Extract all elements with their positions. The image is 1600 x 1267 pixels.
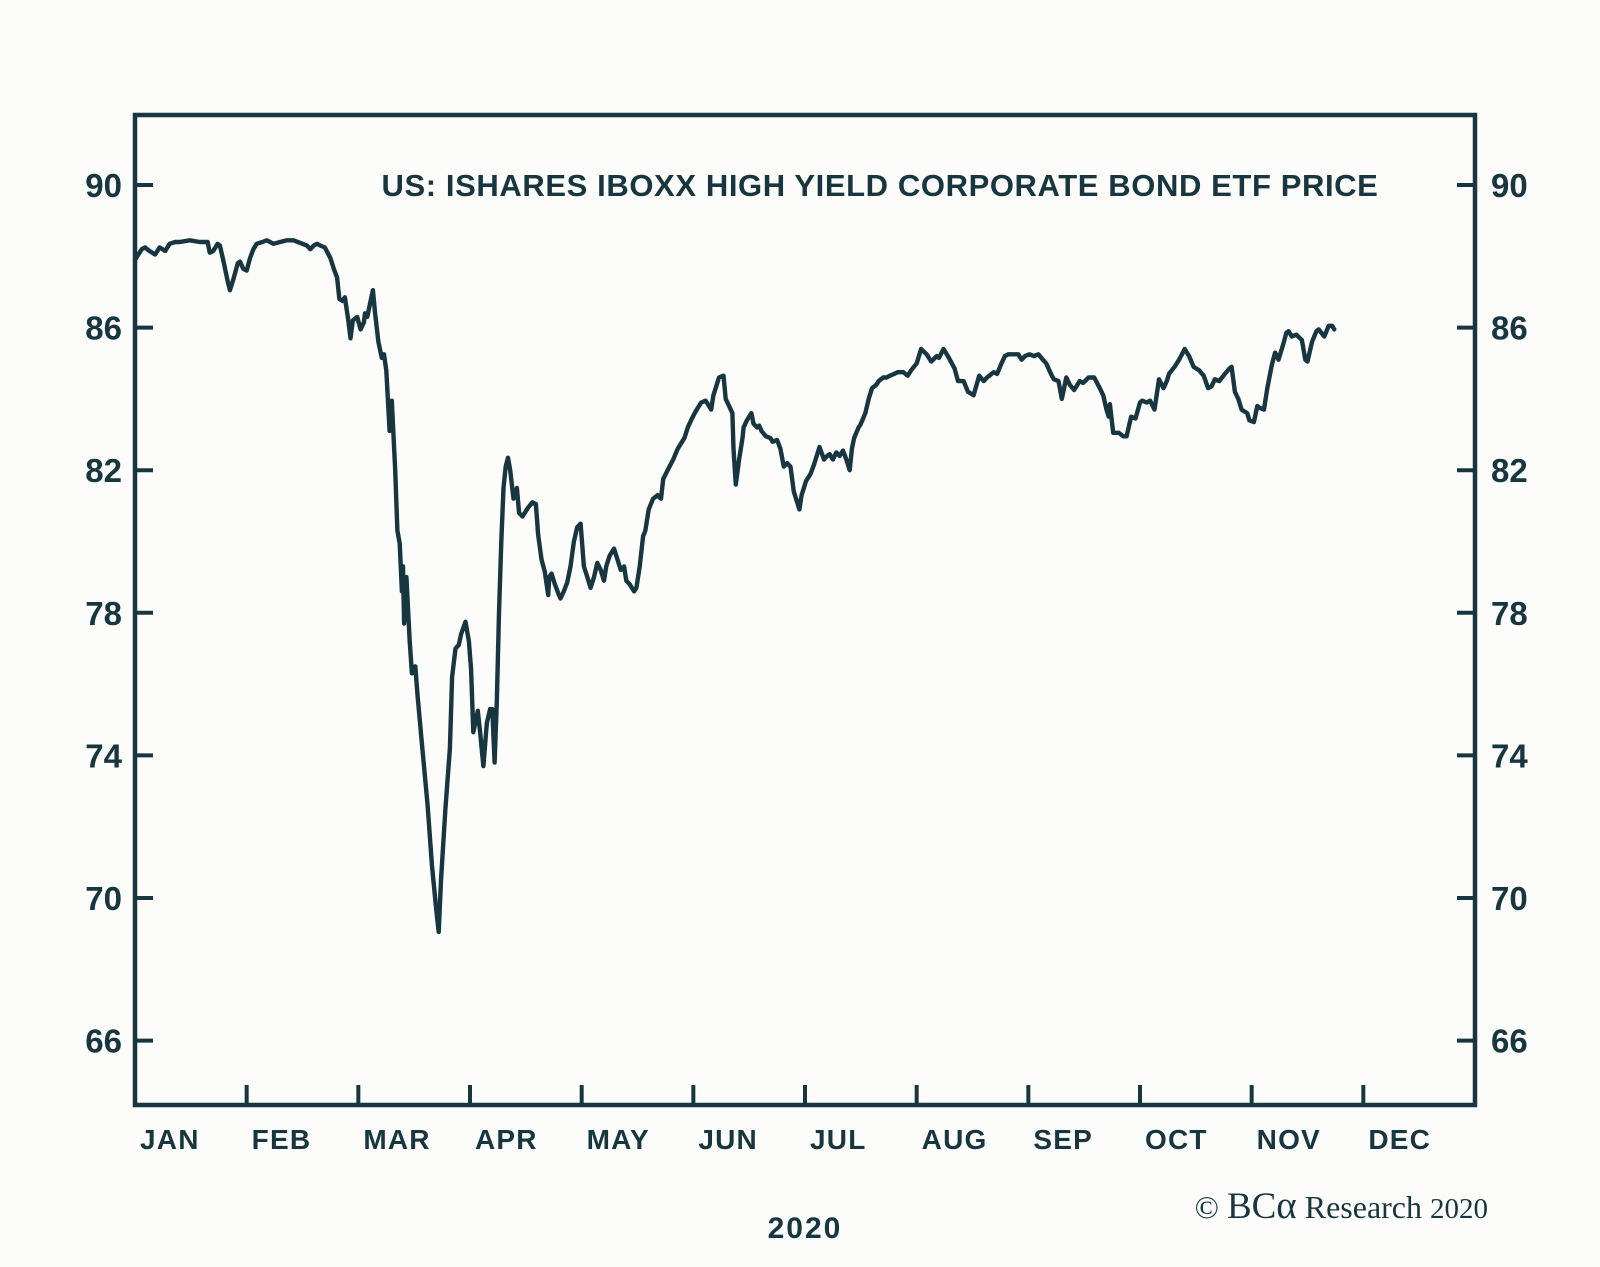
y-tick-label-left: 78	[85, 595, 122, 632]
month-label-nov: NOV	[1257, 1124, 1321, 1155]
watermark-alpha-glyph: α	[1276, 1184, 1296, 1227]
y-tick-label-left: 86	[85, 310, 122, 347]
month-label-jun: JUN	[698, 1124, 758, 1155]
y-axis-left-ticks	[135, 183, 153, 1043]
y-tick-label-left: 82	[85, 452, 122, 489]
month-label-dec: DEC	[1368, 1124, 1431, 1155]
y-tick-label-left: 70	[85, 880, 122, 917]
month-label-may: MAY	[587, 1124, 650, 1155]
y-axis-right-ticks	[1457, 183, 1475, 1043]
y-tick-label-right: 86	[1491, 310, 1528, 347]
watermark: © BCα Research 2020	[1195, 1184, 1488, 1227]
y-axis-right-labels: 90 86 82 78 74 70 66	[1491, 167, 1528, 1060]
month-label-jan: JAN	[140, 1124, 200, 1155]
y-axis-left-labels: 90 86 82 78 74 70 66	[85, 167, 122, 1060]
watermark-rest: Research	[1297, 1189, 1430, 1225]
month-label-oct: OCT	[1145, 1124, 1208, 1155]
y-tick-label-right: 74	[1491, 737, 1528, 774]
y-tick-label-left: 74	[85, 737, 122, 774]
y-tick-label-right: 82	[1491, 452, 1528, 489]
x-axis-year-label: 2020	[768, 1212, 843, 1245]
price-line	[132, 238, 1337, 935]
plot-frame	[132, 112, 1478, 1108]
y-tick-label-right: 66	[1491, 1023, 1528, 1060]
y-tick-label-right: 78	[1491, 595, 1528, 632]
x-axis-month-labels: JAN FEB MAR APR MAY JUN JUL AUG SEP OCT NOV DEC	[140, 1124, 1431, 1155]
month-label-mar: MAR	[363, 1124, 430, 1155]
y-tick-label-left: 90	[85, 167, 122, 204]
watermark-brand: BC	[1227, 1186, 1276, 1227]
watermark-year: 2020	[1430, 1193, 1488, 1225]
month-label-jul: JUL	[810, 1124, 867, 1155]
chart-title: US: ISHARES IBOXX HIGH YIELD CORPORATE B…	[382, 168, 1379, 203]
x-axis-ticks	[244, 1085, 1366, 1105]
y-tick-label-left: 66	[85, 1023, 122, 1060]
month-label-sep: SEP	[1033, 1124, 1093, 1155]
month-label-feb: FEB	[252, 1124, 312, 1155]
y-tick-label-right: 90	[1491, 167, 1528, 204]
watermark-copyright-icon: ©	[1195, 1189, 1227, 1225]
y-tick-label-right: 70	[1491, 880, 1528, 917]
month-label-aug: AUG	[922, 1124, 988, 1155]
month-label-apr: APR	[475, 1124, 538, 1155]
